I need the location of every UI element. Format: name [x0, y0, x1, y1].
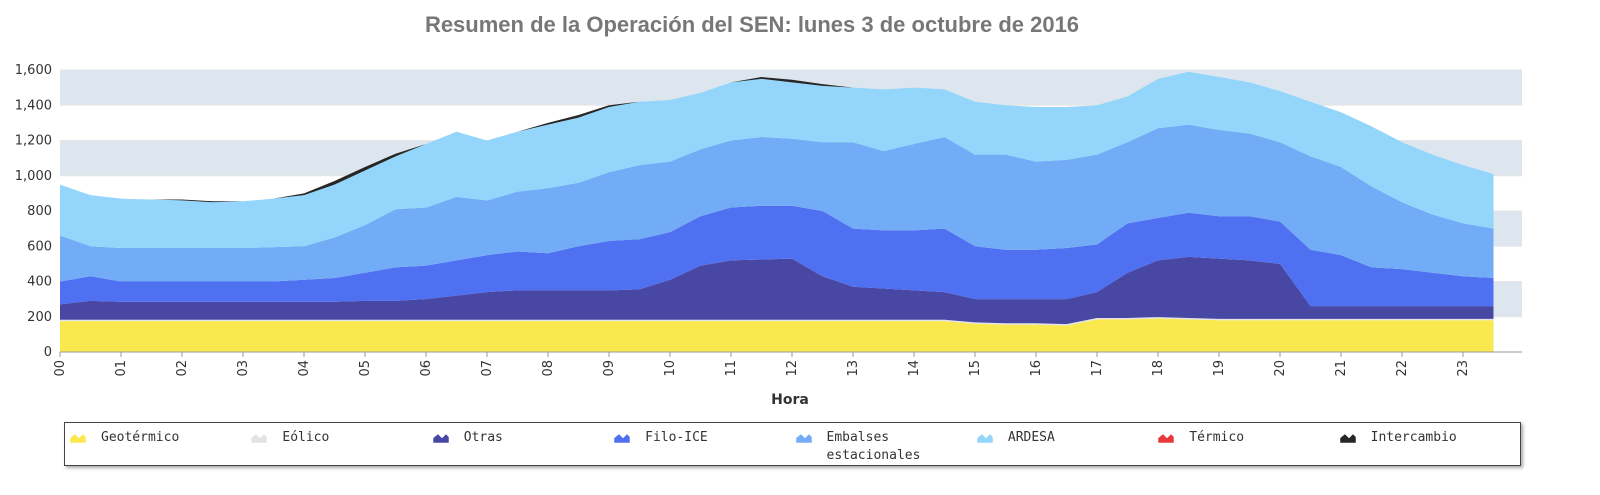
- area: [60, 71, 1494, 249]
- legend-item[interactable]: Geotérmico: [69, 423, 250, 465]
- legend-label: Geotérmico: [101, 430, 180, 445]
- legend-label: Otras: [463, 430, 503, 445]
- x-tick-label: 06: [419, 360, 434, 377]
- legend-label: Filo-ICE: [645, 430, 708, 445]
- x-tick-label: 15: [968, 360, 983, 377]
- legend-swatch: [432, 433, 449, 444]
- y-tick-label: 1,000: [15, 169, 52, 184]
- area: [60, 124, 1494, 282]
- x-tick-label: 18: [1151, 360, 1166, 377]
- legend-label: Embalses estacionales: [826, 430, 921, 463]
- legend-swatch: [795, 433, 812, 444]
- legend-label: Eólico: [282, 430, 330, 445]
- area: [60, 318, 1494, 352]
- y-tick-label: 1,600: [15, 63, 52, 78]
- legend-label: Intercambio: [1370, 430, 1457, 445]
- x-tick-label: 07: [480, 360, 495, 377]
- legend-swatch: [251, 433, 268, 444]
- legend-swatch: [976, 433, 994, 444]
- x-axis-title: Hora: [771, 392, 809, 408]
- legend-item[interactable]: Térmico: [1157, 423, 1338, 465]
- legend-icon: [976, 433, 994, 444]
- legend-icon: [795, 433, 812, 444]
- legend-icon: [69, 433, 87, 444]
- y-tick-label: 400: [27, 275, 52, 290]
- chart: Resumen de la Operación del SEN: lunes 3…: [15, 12, 1522, 408]
- legend-icon: [613, 433, 631, 444]
- x-tick-label: 21: [1334, 360, 1349, 377]
- legend-icon: [432, 433, 449, 444]
- x-tick-label: 02: [175, 360, 190, 377]
- legend-item[interactable]: Intercambio: [1339, 423, 1520, 465]
- y-tick-label: 0: [44, 345, 52, 360]
- y-tick-label: 800: [27, 204, 52, 219]
- x-tick-label: 16: [1029, 360, 1044, 377]
- legend-icon: [1339, 433, 1356, 444]
- x-tick-label: 04: [297, 360, 312, 377]
- x-tick-label: 22: [1395, 360, 1410, 377]
- x-tick-label: 11: [724, 360, 739, 377]
- x-tick-label: 19: [1212, 360, 1227, 377]
- legend-label: ARDESA: [1007, 430, 1055, 445]
- x-tick-label: 14: [907, 360, 922, 377]
- legend-item[interactable]: ARDESA: [976, 423, 1157, 465]
- x-tick-label: 13: [846, 360, 861, 377]
- x-tick-label: 20: [1273, 360, 1288, 377]
- y-tick-label: 600: [27, 239, 52, 254]
- x-tick-label: 10: [663, 360, 678, 377]
- x-tick-label: 00: [53, 360, 68, 377]
- legend-label: Térmico: [1189, 430, 1245, 445]
- legend-swatch: [1339, 433, 1356, 444]
- legend-item[interactable]: Otras: [432, 423, 613, 465]
- area: [60, 205, 1494, 307]
- y-tick-label: 1,400: [15, 98, 52, 113]
- x-tick-label: 01: [114, 360, 129, 377]
- x-tick-label: 12: [785, 360, 800, 377]
- legend: Geotérmico Eólico Otras Filo-ICE Embalses es…: [64, 422, 1521, 466]
- legend-item[interactable]: Filo-ICE: [613, 423, 794, 465]
- legend-swatch: [1158, 433, 1175, 444]
- x-tick-label: 03: [236, 360, 251, 377]
- x-tick-label: 09: [602, 360, 617, 377]
- area: [60, 256, 1494, 325]
- legend-swatch: [613, 433, 631, 444]
- x-tick-label: 23: [1456, 360, 1471, 377]
- x-tick-label: 05: [358, 360, 373, 377]
- chart-title: Resumen de la Operación del SEN: lunes 3…: [425, 12, 1079, 37]
- legend-swatch: [69, 433, 87, 444]
- legend-item[interactable]: Eólico: [250, 423, 431, 465]
- legend-icon: [251, 433, 268, 444]
- legend-item[interactable]: Embalses estacionales: [795, 423, 976, 465]
- x-tick-label: 17: [1090, 360, 1105, 377]
- y-tick-label: 200: [27, 310, 52, 325]
- x-tick-label: 08: [541, 360, 556, 377]
- y-tick-label: 1,200: [15, 134, 52, 149]
- legend-icon: [1158, 433, 1175, 444]
